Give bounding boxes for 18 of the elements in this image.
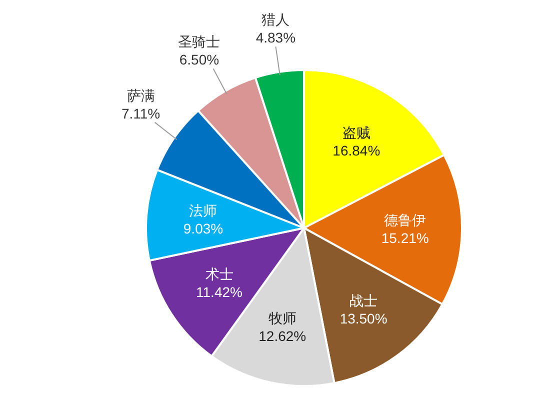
data-label: 15.21% [381,230,429,246]
slice-label: 萨满 [126,87,155,104]
slice-label: 猎人 [262,12,290,28]
slice-label: 法师 [189,202,218,218]
slice-label: 圣骑士 [178,34,220,50]
data-label: 12.62% [258,328,306,344]
slice-label: 战士 [350,292,378,309]
data-label: 9.03% [183,220,224,236]
data-label: 13.50% [340,310,388,327]
data-label: 7.11% [121,105,160,122]
data-label: 11.42% [196,284,242,300]
data-label: 6.50% [179,52,220,68]
slice-label: 盗贼 [342,124,370,141]
data-label: 16.84% [332,142,380,159]
slice-label: 牧师 [268,310,296,326]
slice-label: 德鲁伊 [384,212,426,228]
slice-label: 术士 [205,266,234,282]
data-label: 4.83% [256,30,296,46]
